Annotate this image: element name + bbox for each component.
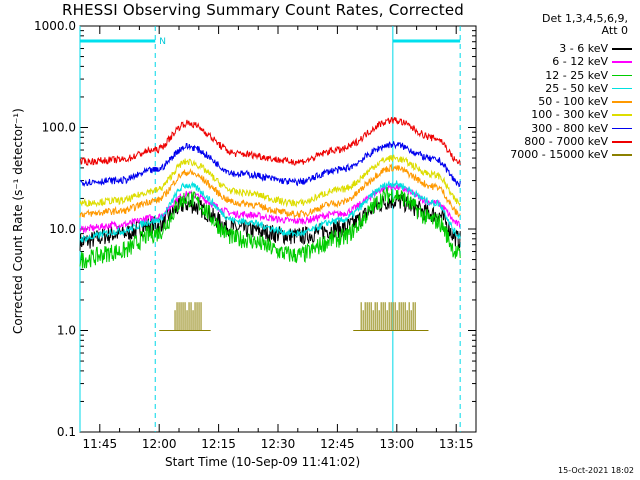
legend-entry: 12 - 25 keV [476,69,636,82]
legend-entry: 25 - 50 keV [476,82,636,95]
legend-label: 25 - 50 keV [545,81,608,95]
y-tick-label: 100.0 [42,121,76,135]
legend-swatch [612,61,632,63]
legend-label: 100 - 300 keV [531,108,608,122]
legend-swatch [612,114,632,116]
series-line [79,180,461,244]
y-axis-label: Corrected Count Rate (s⁻¹ detector⁻¹) [11,108,25,334]
x-tick-label: 12:45 [320,437,355,451]
legend-swatch [612,101,632,103]
series-line [79,163,461,220]
legend-label: 800 - 7000 keV [524,135,608,149]
attenuator-state: Att 0 [601,24,628,37]
legend: 3 - 6 keV 6 - 12 keV 12 - 25 keV 25 - 50 ke… [476,42,636,162]
x-tick-label: 12:30 [261,437,296,451]
y-tick-label: 1000.0 [34,19,76,33]
legend-label: 300 - 800 keV [531,121,608,135]
generated-timestamp: 15-Oct-2021 18:02 [558,466,634,475]
legend-entry: 800 - 7000 keV [476,135,636,148]
y-tick-label: 10.0 [49,222,76,236]
series-line [79,183,461,234]
legend-swatch [612,87,632,90]
x-axis-label: Start Time (10-Sep-09 11:41:02) [165,455,361,469]
night-marker-label: N [159,37,166,47]
y-tick-label: 0.1 [57,425,76,439]
legend-entry: 3 - 6 keV [476,42,636,55]
x-tick-label: 13:00 [380,437,415,451]
legend-label: 50 - 100 keV [538,95,608,109]
legend-entry: 300 - 800 keV [476,122,636,135]
x-tick-label: 12:15 [201,437,236,451]
legend-label: 3 - 6 keV [559,42,608,55]
legend-swatch [612,141,632,143]
legend-swatch [612,48,632,50]
legend-swatch [612,154,632,156]
legend-entry: 7000 - 15000 keV [476,148,636,161]
legend-label: 6 - 12 keV [552,55,608,69]
legend-label: 12 - 25 keV [545,68,608,82]
legend-label: 7000 - 15000 keV [510,148,608,162]
legend-entry: 100 - 300 keV [476,108,636,121]
detector-info: Det 1,3,4,5,6,9, Att 0 [542,13,628,37]
legend-entry: 6 - 12 keV [476,55,636,68]
legend-swatch [612,127,632,130]
series-line [80,141,461,188]
y-tick-label: 1.0 [57,324,76,338]
series-line [79,154,461,208]
series-line [79,186,461,269]
legend-entry: 50 - 100 keV [476,95,636,108]
chart-title: RHESSI Observing Summary Count Rates, Co… [62,1,465,19]
x-tick-label: 12:00 [142,437,177,451]
detector-list: Det 1,3,4,5,6,9, [541,12,628,25]
x-tick-label: 13:15 [439,437,474,451]
legend-swatch [612,74,632,77]
series-line [79,116,461,166]
x-tick-label: 11:45 [83,437,118,451]
